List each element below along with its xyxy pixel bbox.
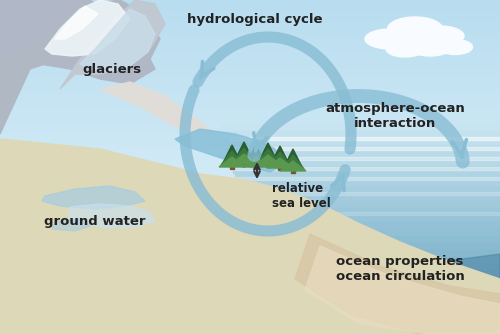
Polygon shape xyxy=(175,129,285,172)
Polygon shape xyxy=(219,157,245,167)
Polygon shape xyxy=(280,161,306,171)
Polygon shape xyxy=(243,157,269,167)
Polygon shape xyxy=(55,6,98,39)
Ellipse shape xyxy=(416,26,464,46)
Polygon shape xyxy=(257,149,279,163)
Polygon shape xyxy=(259,143,277,161)
Polygon shape xyxy=(221,151,243,165)
Polygon shape xyxy=(0,159,500,334)
Polygon shape xyxy=(278,164,282,170)
Polygon shape xyxy=(284,149,302,167)
Ellipse shape xyxy=(388,17,442,41)
Polygon shape xyxy=(271,146,289,164)
Polygon shape xyxy=(305,246,500,334)
Ellipse shape xyxy=(386,41,424,57)
Polygon shape xyxy=(266,161,270,167)
Polygon shape xyxy=(0,139,500,334)
Polygon shape xyxy=(45,0,130,56)
Polygon shape xyxy=(52,219,90,231)
Polygon shape xyxy=(255,155,281,165)
Polygon shape xyxy=(100,82,210,134)
Polygon shape xyxy=(230,163,234,169)
Text: relative
sea level: relative sea level xyxy=(272,182,331,210)
Polygon shape xyxy=(68,204,155,228)
Polygon shape xyxy=(60,0,165,89)
Ellipse shape xyxy=(365,29,415,49)
Polygon shape xyxy=(295,234,500,334)
Polygon shape xyxy=(242,160,246,166)
Polygon shape xyxy=(42,186,145,209)
Polygon shape xyxy=(254,163,258,169)
Polygon shape xyxy=(233,148,255,162)
Ellipse shape xyxy=(409,40,451,56)
Text: hydrological cycle: hydrological cycle xyxy=(187,13,323,26)
Ellipse shape xyxy=(385,37,445,51)
Text: ground water: ground water xyxy=(44,215,146,228)
Polygon shape xyxy=(223,145,241,163)
Polygon shape xyxy=(0,0,155,84)
Polygon shape xyxy=(231,154,257,164)
Polygon shape xyxy=(282,155,304,169)
Polygon shape xyxy=(267,158,293,168)
Polygon shape xyxy=(235,142,253,160)
Text: ocean properties
ocean circulation: ocean properties ocean circulation xyxy=(336,255,464,283)
Polygon shape xyxy=(269,152,291,166)
Ellipse shape xyxy=(438,39,472,54)
Text: atmosphere-ocean
interaction: atmosphere-ocean interaction xyxy=(325,102,465,130)
Polygon shape xyxy=(80,9,155,72)
Polygon shape xyxy=(291,167,295,173)
Polygon shape xyxy=(245,151,267,165)
Polygon shape xyxy=(250,254,500,334)
Text: glaciers: glaciers xyxy=(82,62,142,75)
Polygon shape xyxy=(0,0,160,134)
Polygon shape xyxy=(247,145,265,163)
